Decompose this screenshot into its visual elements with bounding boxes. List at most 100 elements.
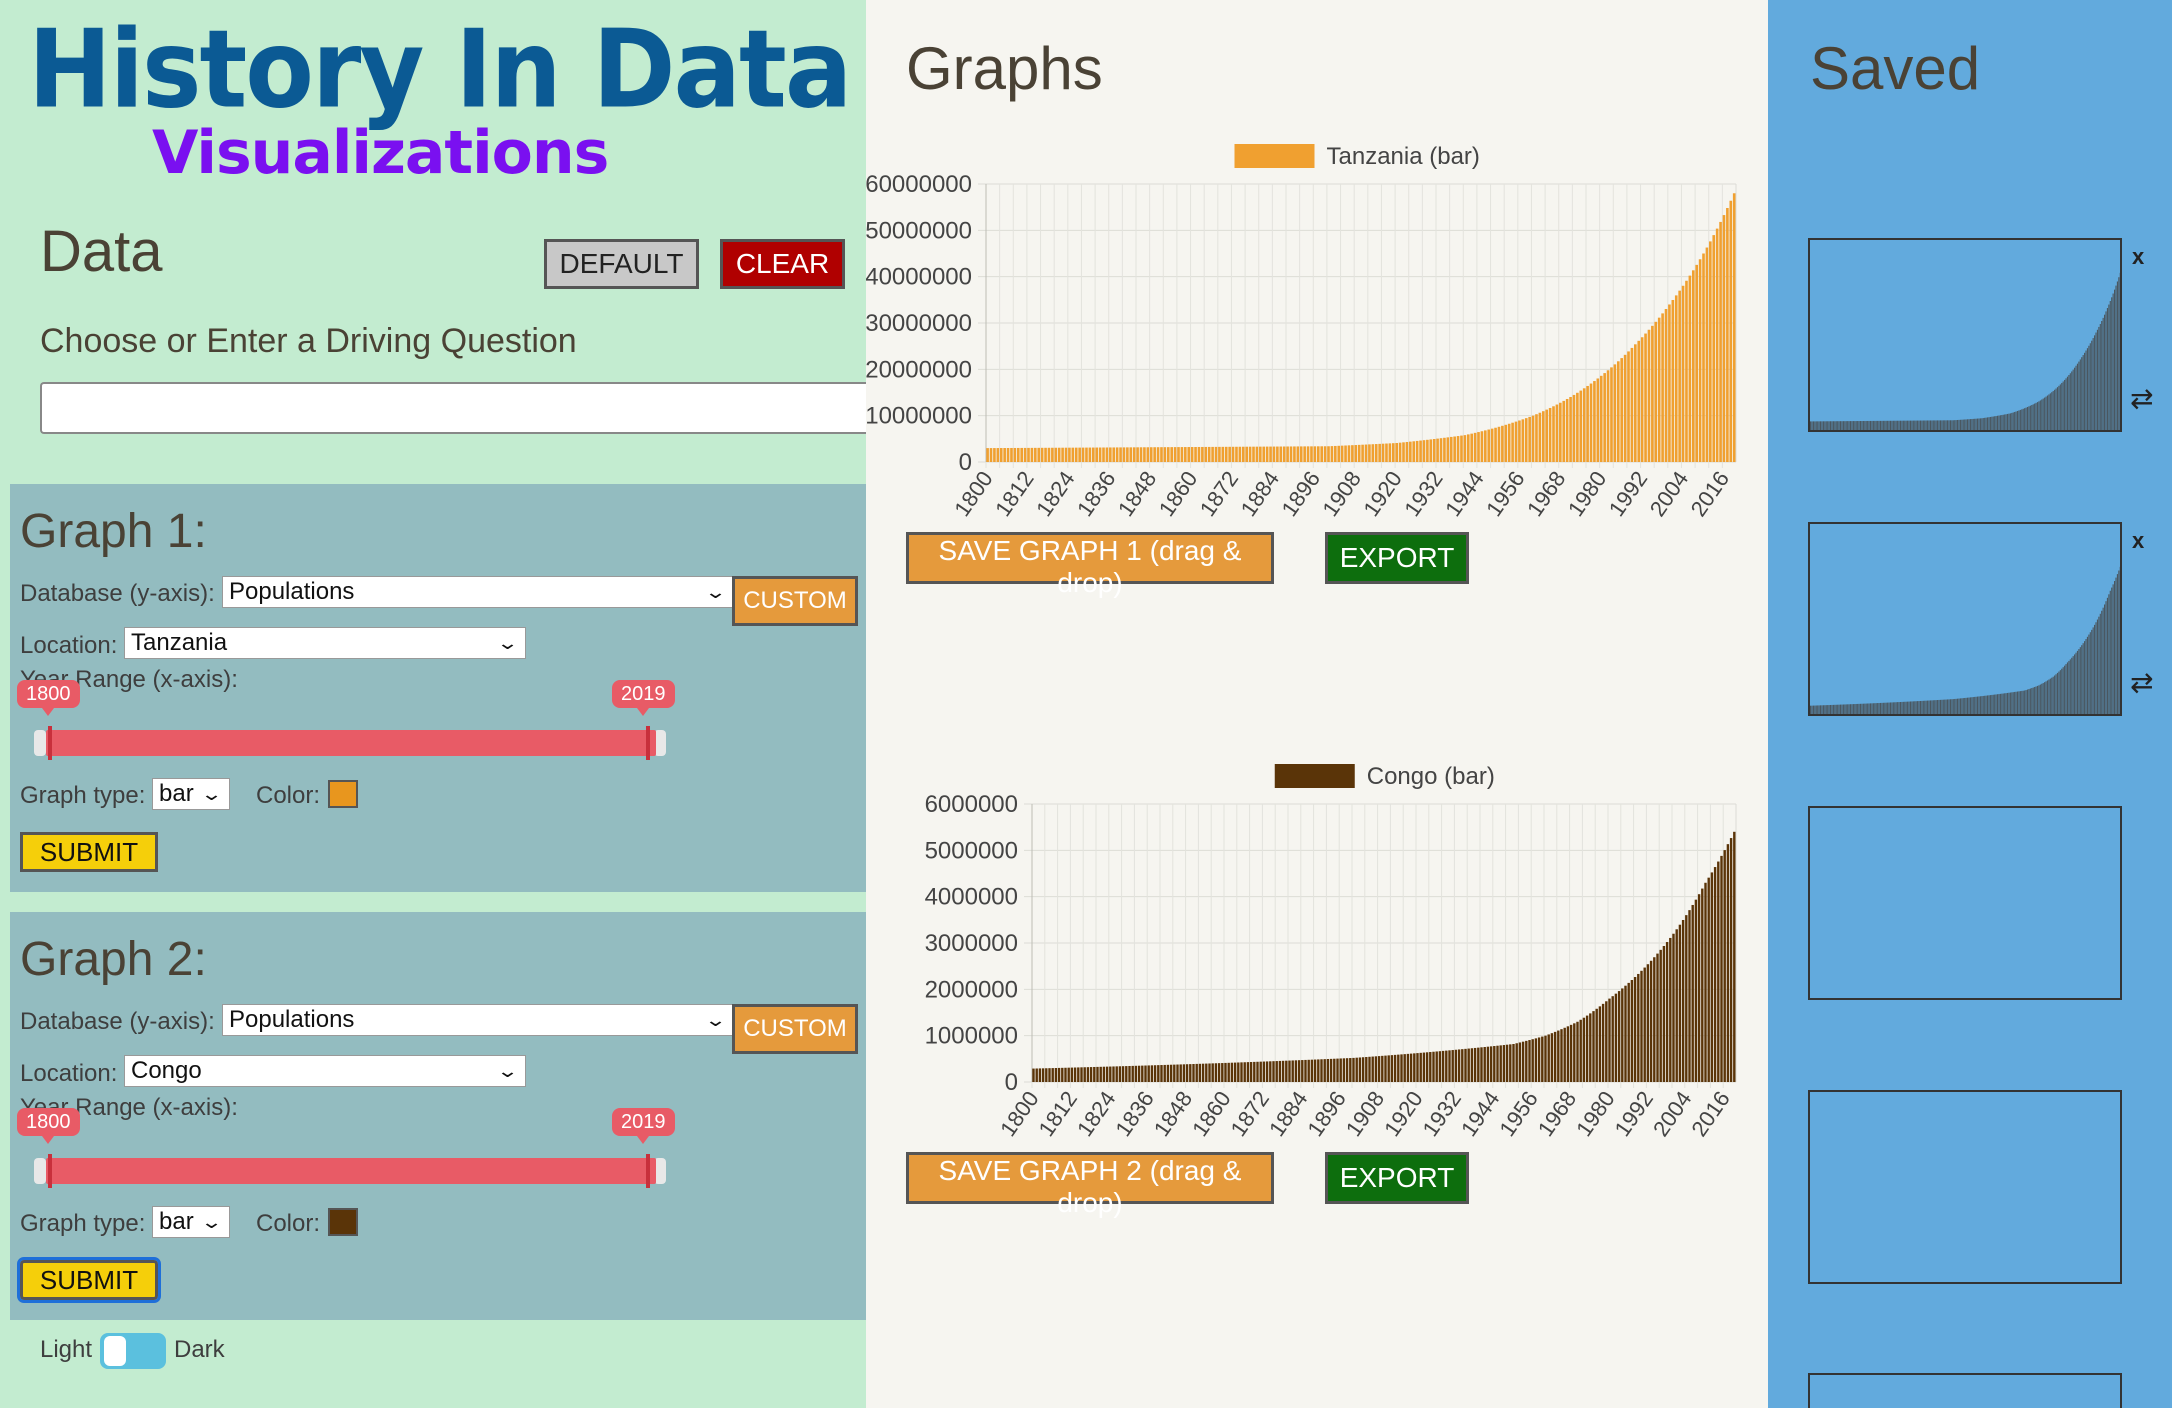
x-tick-label: 1956: [1481, 467, 1530, 521]
y-tick-label: 0: [1005, 1069, 1018, 1096]
thumbnail-bar: [2046, 680, 2049, 714]
bar: [1013, 447, 1017, 462]
graph1-year-slider[interactable]: [46, 730, 656, 756]
app-title: History In Data: [28, 6, 852, 133]
bar: [1651, 325, 1654, 462]
bar-series: [986, 193, 1736, 462]
saved-slot-2[interactable]: [1808, 522, 2122, 716]
save-graph1-button[interactable]: SAVE GRAPH 1 (drag & drop): [906, 532, 1274, 598]
chevron-down-icon: ⌄: [496, 632, 519, 653]
bar: [1535, 414, 1538, 462]
remove-saved-1-icon[interactable]: x: [2132, 244, 2145, 269]
bar: [1252, 446, 1255, 462]
bar: [1246, 1062, 1250, 1082]
thumbnail-bar: [1961, 419, 1963, 430]
graph2-custom-button[interactable]: CUSTOM: [732, 1004, 858, 1054]
clear-button[interactable]: CLEAR: [720, 239, 845, 289]
swap-saved-2-icon[interactable]: ⇄: [2130, 667, 2154, 698]
thumbnail-bar: [2029, 688, 2031, 714]
x-tick-label: 2016: [1686, 1087, 1735, 1141]
bar: [1099, 1066, 1102, 1082]
thumbnail-bar: [2094, 335, 2096, 430]
export-graph2-button[interactable]: EXPORT: [1325, 1152, 1469, 1204]
thumbnail-bar: [1945, 420, 1947, 430]
graph1-year-min-handle[interactable]: [48, 726, 52, 760]
default-button[interactable]: DEFAULT: [544, 239, 699, 289]
thumbnail-bar: [2034, 686, 2036, 714]
bar: [1726, 208, 1729, 462]
thumbnail-bar: [1996, 694, 1999, 714]
graph2-submit-button[interactable]: SUBMIT: [17, 1257, 161, 1303]
bar: [1402, 442, 1405, 462]
saved-slot-1[interactable]: [1808, 238, 2122, 432]
graph2-year-max-handle[interactable]: [646, 1154, 650, 1188]
bar: [1163, 447, 1167, 462]
save-graph2-button[interactable]: SAVE GRAPH 2 (drag & drop): [906, 1152, 1274, 1218]
graph1-database-select[interactable]: Populations ⌄: [222, 576, 734, 608]
export-graph1-button[interactable]: EXPORT: [1325, 532, 1469, 584]
graph2-year-max-tooltip: 2019: [612, 1108, 675, 1144]
thumbnail-bar: [2019, 691, 2021, 714]
bar: [1327, 446, 1330, 462]
bar: [1466, 434, 1470, 462]
graph1-panel: Graph 1: Database (y-axis): Populations …: [10, 484, 866, 892]
bar: [1313, 446, 1317, 462]
thumbnail-bar: [1899, 420, 1902, 430]
thumbnail-bar: [2058, 671, 2060, 714]
thumbnail-bar: [1818, 705, 1820, 714]
thumbnail-bar: [2075, 365, 2077, 430]
driving-question-input[interactable]: [40, 382, 866, 434]
bar: [1397, 1054, 1400, 1082]
thumbnail-bar: [2076, 363, 2079, 430]
thumbnail-bar: [2001, 415, 2003, 430]
thumbnail-bar: [1887, 702, 1889, 714]
saved-slot-3[interactable]: [1808, 806, 2122, 1000]
x-tick-label: 1860: [1154, 467, 1203, 521]
bar: [1149, 447, 1153, 462]
remove-saved-2-icon[interactable]: x: [2132, 528, 2145, 553]
graph1-year-max-handle[interactable]: [646, 726, 650, 760]
theme-toggle[interactable]: [100, 1333, 166, 1369]
bar: [1211, 1063, 1214, 1082]
graph1-location-select[interactable]: Tanzania ⌄: [124, 627, 526, 659]
thumbnail-bar: [2068, 660, 2070, 714]
saved-slot-4[interactable]: [1808, 1090, 2122, 1284]
swap-saved-1-icon[interactable]: ⇄: [2130, 383, 2154, 414]
graph2-year-slider[interactable]: [46, 1158, 656, 1184]
bar: [1195, 1063, 1198, 1082]
bar: [1339, 1058, 1342, 1082]
thumbnail-bar: [1911, 420, 1913, 430]
graph1-color-picker[interactable]: [328, 780, 358, 808]
bar: [1035, 1068, 1038, 1082]
thumbnail-bar: [2089, 343, 2091, 430]
graph1-custom-button[interactable]: CUSTOM: [732, 576, 858, 626]
thumbnail-bar: [1831, 704, 1833, 714]
bar: [1715, 228, 1719, 462]
bar: [1296, 446, 1300, 462]
thumbnail-bar: [1958, 698, 1960, 714]
x-tick-label: 2016: [1686, 467, 1735, 521]
graph2-graph-type-label: Graph type:: [20, 1210, 146, 1237]
thumbnail-bar: [1929, 420, 1932, 430]
graph1-submit-button[interactable]: SUBMIT: [20, 832, 158, 872]
bar: [1501, 425, 1504, 462]
bar: [1265, 446, 1269, 462]
bar: [993, 448, 996, 462]
thumbnail-bar: [1957, 698, 1959, 714]
bar: [1593, 381, 1596, 462]
bar: [1204, 446, 1208, 462]
graph2-database-select[interactable]: Populations ⌄: [222, 1004, 734, 1036]
graph2-color-picker[interactable]: [328, 1208, 358, 1236]
graph1-graph-type-select[interactable]: bar ⌄: [152, 778, 230, 810]
bar: [1685, 915, 1688, 1082]
graph2-year-min-handle[interactable]: [48, 1154, 52, 1188]
saved-slot-5[interactable]: [1808, 1373, 2122, 1408]
bar: [1608, 998, 1611, 1082]
bar: [1589, 1013, 1592, 1082]
thumbnail-bar: [1851, 704, 1853, 714]
bar: [1259, 1061, 1262, 1082]
thumbnail-bar: [1871, 703, 1873, 714]
graph2-location-select[interactable]: Congo ⌄: [124, 1055, 526, 1087]
bar: [1557, 1030, 1560, 1082]
graph2-graph-type-select[interactable]: bar ⌄: [152, 1206, 230, 1238]
